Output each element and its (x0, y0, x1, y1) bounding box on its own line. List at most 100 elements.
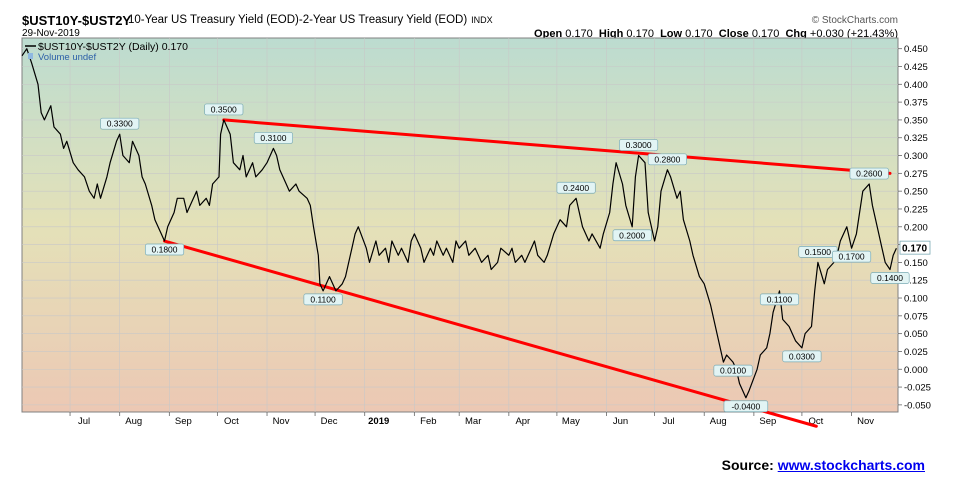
open-value: 0.170 (565, 28, 593, 40)
plot-background (21, 37, 899, 413)
chart-symbol: $UST10Y-$UST2Y (22, 13, 132, 28)
annotation-label: 0.1100 (310, 294, 336, 304)
source-link[interactable]: www.stockcharts.com (777, 457, 925, 473)
high-label: High (598, 28, 624, 40)
y-tick-label: 0.075 (904, 311, 928, 322)
annotation: 0.1700 (832, 250, 872, 263)
x-tick-label: Feb (420, 416, 436, 427)
annotation-label: 0.2000 (619, 230, 645, 240)
y-tick-label: 0.100 (904, 294, 928, 305)
y-tick-label: 0.425 (904, 62, 928, 73)
annotation-box (849, 167, 889, 180)
x-tick-label: Oct (224, 416, 239, 427)
annotation-label: 0.1500 (805, 247, 831, 257)
last-value-marker: 0.170 (899, 240, 931, 255)
y-tick-label: 0.125 (904, 276, 928, 287)
x-tick-label: 2019 (368, 416, 389, 427)
x-tick-label: May (562, 416, 580, 427)
y-tick-label: 0.025 (904, 347, 928, 358)
annotation-box (303, 293, 343, 306)
annotation-box (759, 293, 800, 306)
ohlc-summary: Open 0.170 High 0.170 Low 0.170 Close 0.… (534, 28, 898, 40)
x-tick-label: Jul (662, 416, 674, 427)
annotation-box (782, 350, 822, 363)
x-tick-label: Sep (759, 416, 776, 427)
exchange-label: INDX (471, 15, 493, 25)
annotation: 0.2000 (612, 229, 652, 242)
close-label: Close (718, 28, 749, 40)
annotation: 0.1400 (870, 272, 910, 284)
value-annotations: 0.3300 0.3500 0.3100 0.1800 0.1100 0.2400 0.30… (100, 103, 910, 413)
y-tick-label: 0.400 (904, 80, 928, 91)
legend-series-text: $UST10Y-$UST2Y (Daily) 0.170 (38, 41, 188, 53)
y-tick-label: 0.375 (904, 98, 928, 109)
annotation-box (713, 364, 753, 377)
trend-line (222, 118, 892, 175)
annotation-box (870, 272, 910, 284)
x-tick-label: Jul (78, 416, 90, 427)
annotation-label: 0.3300 (107, 119, 133, 129)
annotation-label: 0.1400 (877, 273, 903, 283)
y-tick-label: 0.050 (904, 329, 928, 340)
x-tick-label: Dec (321, 416, 338, 427)
x-tick-label: Mar (465, 416, 481, 427)
annotation-label: 0.1700 (839, 252, 865, 262)
chart-description-text: 10-Year US Treasury Yield (EOD)-2-Year U… (128, 14, 468, 26)
open-label: Open (534, 28, 563, 40)
y-tick-label: -0.025 (904, 383, 931, 394)
brand-label: © StockCharts.com (811, 15, 898, 26)
price-line (21, 48, 897, 399)
y-tick-label: 0.450 (904, 44, 928, 55)
annotation-label: 0.0300 (789, 351, 815, 361)
annotation: 0.2400 (556, 181, 596, 194)
annotation: 0.2600 (849, 167, 889, 180)
y-tick-label: 0.000 (904, 365, 928, 376)
annotation-box (253, 132, 293, 144)
annotation-box (723, 400, 769, 413)
annotation: 0.3300 (100, 117, 140, 130)
annotation-box (100, 117, 140, 130)
y-tick-label: 0.200 (904, 222, 928, 233)
annotation-label: 0.3000 (626, 140, 652, 150)
x-tick-label: Nov (273, 416, 290, 427)
high-value: 0.170 (626, 28, 654, 40)
last-value-label: 0.170 (902, 244, 927, 255)
x-tick-label: Apr (515, 416, 530, 427)
source-label: Source: (721, 457, 774, 473)
chart-description: 10-Year US Treasury Yield (EOD)-2-Year U… (128, 14, 493, 26)
annotation-box (144, 243, 185, 256)
x-tick-label: Oct (809, 416, 824, 427)
grid-lines (22, 38, 898, 412)
price-series (21, 48, 897, 399)
last-value-box (899, 240, 931, 255)
x-tick-label: Jun (613, 416, 628, 427)
annotation: 0.2800 (647, 153, 687, 166)
legend-volume-swatch (28, 53, 33, 59)
annotation: 0.3500 (204, 103, 244, 116)
y-tick-label: 0.300 (904, 151, 928, 162)
annotation: 0.0300 (782, 350, 822, 363)
trend-line (163, 239, 818, 428)
annotation-box (832, 250, 872, 263)
annotation-label: 0.1800 (152, 245, 178, 255)
x-tick-label: Nov (857, 416, 874, 427)
x-tick-label: Aug (710, 416, 727, 427)
close-value: 0.170 (751, 28, 780, 40)
annotation: 0.0100 (713, 364, 753, 377)
annotation-label: 0.1100 (767, 294, 793, 304)
chg-label: Chg (785, 28, 807, 40)
annotation: 0.1100 (759, 293, 800, 306)
annotation-box (647, 153, 687, 166)
chg-value: +0.030 (+21.43%) (809, 28, 898, 40)
low-label: Low (660, 28, 683, 40)
x-tick-label: Aug (125, 416, 142, 427)
annotation-box (204, 103, 244, 116)
y-tick-label: 0.225 (904, 204, 928, 215)
annotation-label: 0.2800 (654, 154, 680, 164)
annotation-box (612, 229, 652, 242)
x-axis: Jul Aug Sep Oct Nov Dec 2019 Feb Mar Apr May Jun Jul… (69, 412, 874, 427)
y-tick-label: -0.050 (904, 400, 931, 411)
annotation-box (619, 139, 659, 151)
y-axis: 0.450 0.425 0.400 0.375 0.350 0.325 0.300 0.275… (898, 44, 931, 411)
